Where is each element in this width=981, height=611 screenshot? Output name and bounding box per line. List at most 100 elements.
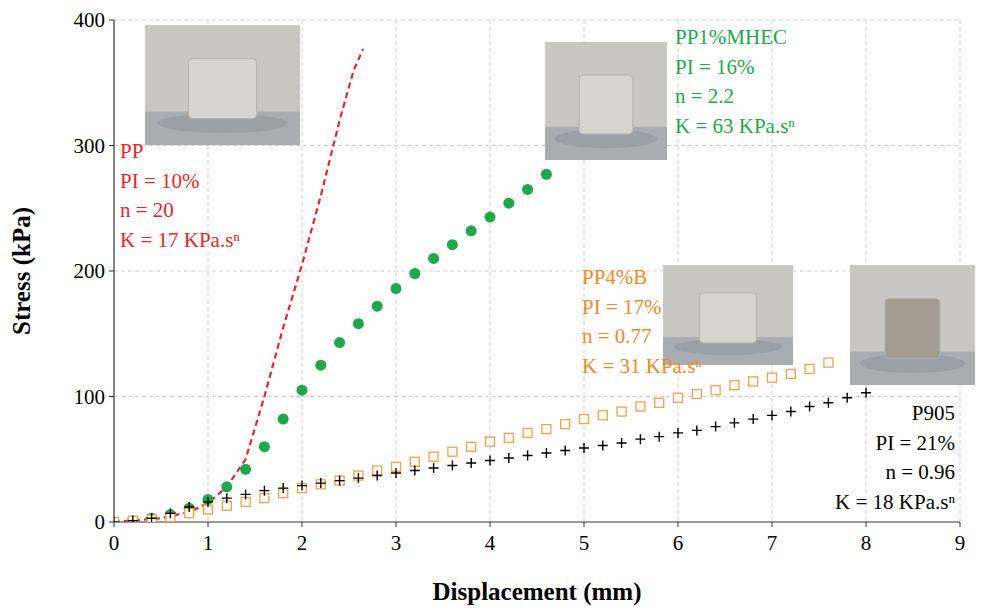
series-marker [522,184,533,195]
series-marker [560,445,570,455]
series-marker [297,481,307,491]
series-marker [655,398,664,407]
series-marker [222,493,232,503]
series-marker [259,441,270,452]
series-marker [711,386,720,395]
series-marker [410,466,420,476]
series-marker [786,407,796,417]
series-marker [768,373,777,382]
x-tick [302,522,303,527]
series-marker [203,497,213,507]
series-marker [114,517,120,523]
series-annotation: PI = 10% [120,169,200,193]
series-marker [692,425,702,435]
chart: 01002003004000123456789Displacement (mm)… [0,0,981,611]
series-marker [409,268,420,279]
series-marker [391,468,401,478]
series-marker [147,513,157,522]
series-marker [485,456,495,466]
series-line [114,49,363,522]
x-tick [678,522,679,527]
photo [545,42,667,160]
y-grid-line [114,20,960,21]
series-annotation: n = 0.96 [885,460,955,484]
series-annotation: K = 63 KPa.sⁿ [675,114,795,138]
x-grid-line [302,20,303,522]
series-marker [278,483,288,493]
y-tick-label: 200 [74,259,106,283]
y-tick-label: 100 [74,385,106,409]
series-marker [748,414,758,424]
series-marker [315,360,326,371]
series-marker [114,517,119,522]
y-grid-line [114,271,960,272]
photo-sample [188,59,256,119]
x-axis-title: Displacement (mm) [433,578,642,606]
series-marker [278,414,289,425]
photo [663,265,793,365]
series-marker [842,393,852,403]
series-marker [128,516,137,522]
series-marker [428,253,439,264]
y-tick-label: 300 [74,134,106,158]
photo-background [850,265,975,385]
x-tick-label: 5 [579,531,590,555]
x-tick [584,522,585,527]
series-marker [353,318,364,329]
series-marker [523,428,532,437]
y-tick [109,145,114,146]
series-marker [598,440,608,450]
x-tick-label: 3 [391,531,402,555]
series-marker [674,393,683,402]
y-tick-label: 0 [95,510,106,534]
series-marker [184,502,194,512]
series-marker [617,438,627,448]
series-marker [523,450,533,460]
series-name: PP [120,139,143,163]
x-grid-line [396,20,397,522]
x-tick [960,522,961,527]
series-marker [504,453,514,463]
series-marker [391,283,402,294]
x-tick-label: 7 [767,531,778,555]
series-marker [429,463,439,473]
x-tick-label: 1 [203,531,214,555]
series-annotation: K = 31 KPa.sⁿ [582,354,702,378]
x-tick-label: 9 [955,531,966,555]
series-marker [429,452,438,461]
x-tick [396,522,397,527]
series-marker [372,471,382,481]
series-marker [541,448,551,458]
y-tick [109,522,114,523]
series-marker [805,364,814,373]
series-marker [635,434,645,444]
series-marker [259,486,269,496]
photo [145,25,300,145]
y-tick [109,396,114,397]
series-marker [673,428,683,438]
series-marker [485,212,496,223]
series-marker [127,515,138,522]
series-marker [617,407,626,416]
series-marker [316,478,326,488]
series-marker [372,301,383,312]
series-marker [297,385,308,396]
series-marker [692,389,701,398]
series-marker [861,388,871,398]
x-axis [114,521,960,522]
photo-background [545,42,667,160]
plot-data [114,49,871,522]
series-marker [749,377,758,386]
series-marker [580,415,589,424]
series-marker [654,432,664,442]
series-marker [466,225,477,236]
series-marker [805,402,815,412]
series-marker [486,437,495,446]
series-marker [146,513,157,522]
series-marker [410,457,419,466]
series-marker [767,410,777,420]
series-marker [240,464,251,475]
series-marker [334,337,345,348]
series-marker [823,398,833,408]
photo-sample [579,75,633,134]
